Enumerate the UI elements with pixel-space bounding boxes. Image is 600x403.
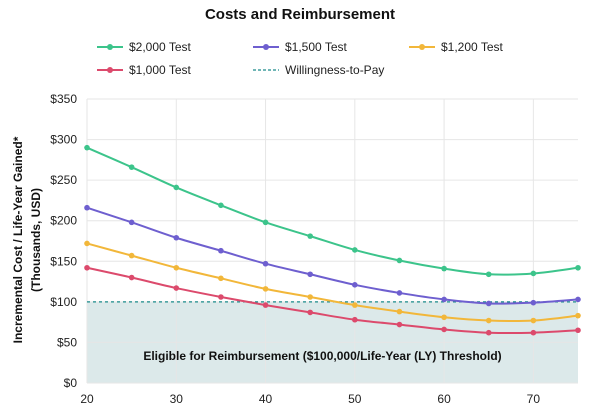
legend-label: Willingness-to-Pay bbox=[285, 63, 384, 77]
y-axis: $0 $50 $100 $150 $200 $250 $300 $350 bbox=[50, 92, 77, 390]
legend-item: $2,000 Test bbox=[97, 40, 191, 54]
y-axis-label-units: (Thousands, USD) bbox=[29, 188, 43, 292]
x-axis: 20 30 40 50 60 70 bbox=[80, 392, 540, 403]
data-point bbox=[128, 274, 135, 281]
data-point bbox=[128, 164, 135, 170]
series-4 bbox=[84, 264, 581, 336]
data-point bbox=[485, 329, 492, 336]
data-point bbox=[485, 317, 492, 324]
legend-marker bbox=[263, 44, 269, 50]
data-point bbox=[352, 247, 358, 253]
data-point bbox=[84, 144, 90, 151]
data-point bbox=[173, 285, 180, 291]
y-tick-label: $100 bbox=[50, 295, 77, 309]
legend-label: $2,000 Test bbox=[129, 40, 191, 54]
data-point bbox=[218, 294, 224, 300]
data-point bbox=[128, 252, 135, 259]
data-point bbox=[441, 265, 447, 272]
data-point bbox=[262, 302, 269, 308]
data-point bbox=[128, 219, 135, 226]
legend-item: $1,500 Test bbox=[253, 40, 347, 54]
legend-label: $1,500 Test bbox=[285, 40, 347, 54]
data-point bbox=[396, 321, 403, 328]
series-2 bbox=[84, 204, 581, 307]
y-tick-label: $350 bbox=[50, 92, 77, 106]
legend-marker bbox=[107, 44, 113, 50]
y-tick-label: $300 bbox=[50, 133, 77, 147]
y-tick-label: $150 bbox=[50, 254, 77, 268]
data-point bbox=[262, 260, 269, 267]
x-tick-label: 60 bbox=[437, 392, 451, 403]
data-point bbox=[530, 317, 537, 324]
legend-marker bbox=[107, 67, 113, 73]
y-tick-label: $50 bbox=[57, 335, 77, 349]
data-point bbox=[396, 257, 403, 264]
legend-item: Willingness-to-Pay bbox=[253, 63, 384, 77]
data-point bbox=[575, 296, 581, 303]
data-point bbox=[84, 264, 90, 271]
legend-label: $1,200 Test bbox=[441, 40, 503, 54]
data-point bbox=[396, 290, 403, 296]
series-group bbox=[84, 144, 581, 336]
plot-area: Eligible for Reimbursement ($100,000/Lif… bbox=[84, 98, 581, 384]
legend: $2,000 Test $1,500 Test $1,200 Test $1,000 … bbox=[97, 40, 503, 77]
data-point bbox=[218, 275, 224, 282]
data-point bbox=[84, 240, 90, 247]
data-point bbox=[307, 271, 313, 278]
y-axis-label: Incremental Cost / Life-Year Gained* bbox=[11, 136, 25, 343]
data-point bbox=[530, 299, 537, 306]
data-point bbox=[530, 270, 537, 277]
data-point bbox=[173, 234, 180, 241]
data-point bbox=[352, 302, 358, 308]
data-point bbox=[352, 316, 358, 323]
data-point bbox=[262, 286, 269, 292]
legend-label: $1,000 Test bbox=[129, 63, 191, 77]
data-point bbox=[575, 327, 581, 334]
data-point bbox=[307, 233, 313, 239]
data-point bbox=[441, 296, 447, 303]
data-point bbox=[575, 264, 581, 271]
series-line bbox=[86, 242, 579, 323]
series-3 bbox=[84, 240, 581, 324]
data-point bbox=[441, 326, 447, 333]
x-tick-label: 70 bbox=[527, 392, 541, 403]
data-point bbox=[396, 308, 403, 315]
region-label: Eligible for Reimbursement ($100,000/Lif… bbox=[143, 349, 501, 363]
data-point bbox=[530, 329, 537, 336]
data-point bbox=[485, 271, 492, 278]
data-point bbox=[441, 314, 447, 321]
data-point bbox=[485, 300, 492, 307]
y-tick-label: $0 bbox=[64, 376, 78, 390]
data-point bbox=[84, 204, 90, 211]
data-point bbox=[575, 312, 581, 319]
data-point bbox=[307, 309, 313, 316]
data-point bbox=[352, 282, 358, 288]
data-point bbox=[173, 264, 180, 271]
series-1 bbox=[84, 144, 581, 278]
data-point bbox=[307, 294, 313, 300]
data-point bbox=[262, 219, 269, 226]
data-point bbox=[218, 247, 224, 254]
chart-title: Costs and Reimbursement bbox=[205, 6, 395, 23]
legend-marker bbox=[419, 44, 425, 50]
data-point bbox=[218, 202, 224, 209]
y-tick-label: $250 bbox=[50, 173, 77, 187]
series-line bbox=[86, 266, 579, 335]
series-line bbox=[86, 206, 579, 305]
x-tick-label: 50 bbox=[348, 392, 362, 403]
x-tick-label: 20 bbox=[80, 392, 94, 403]
x-tick-label: 30 bbox=[170, 392, 184, 403]
legend-item: $1,000 Test bbox=[97, 63, 191, 77]
x-tick-label: 40 bbox=[259, 392, 273, 403]
y-tick-label: $200 bbox=[50, 214, 77, 228]
legend-item: $1,200 Test bbox=[409, 40, 503, 54]
series-line bbox=[86, 146, 579, 276]
data-point bbox=[173, 184, 180, 191]
